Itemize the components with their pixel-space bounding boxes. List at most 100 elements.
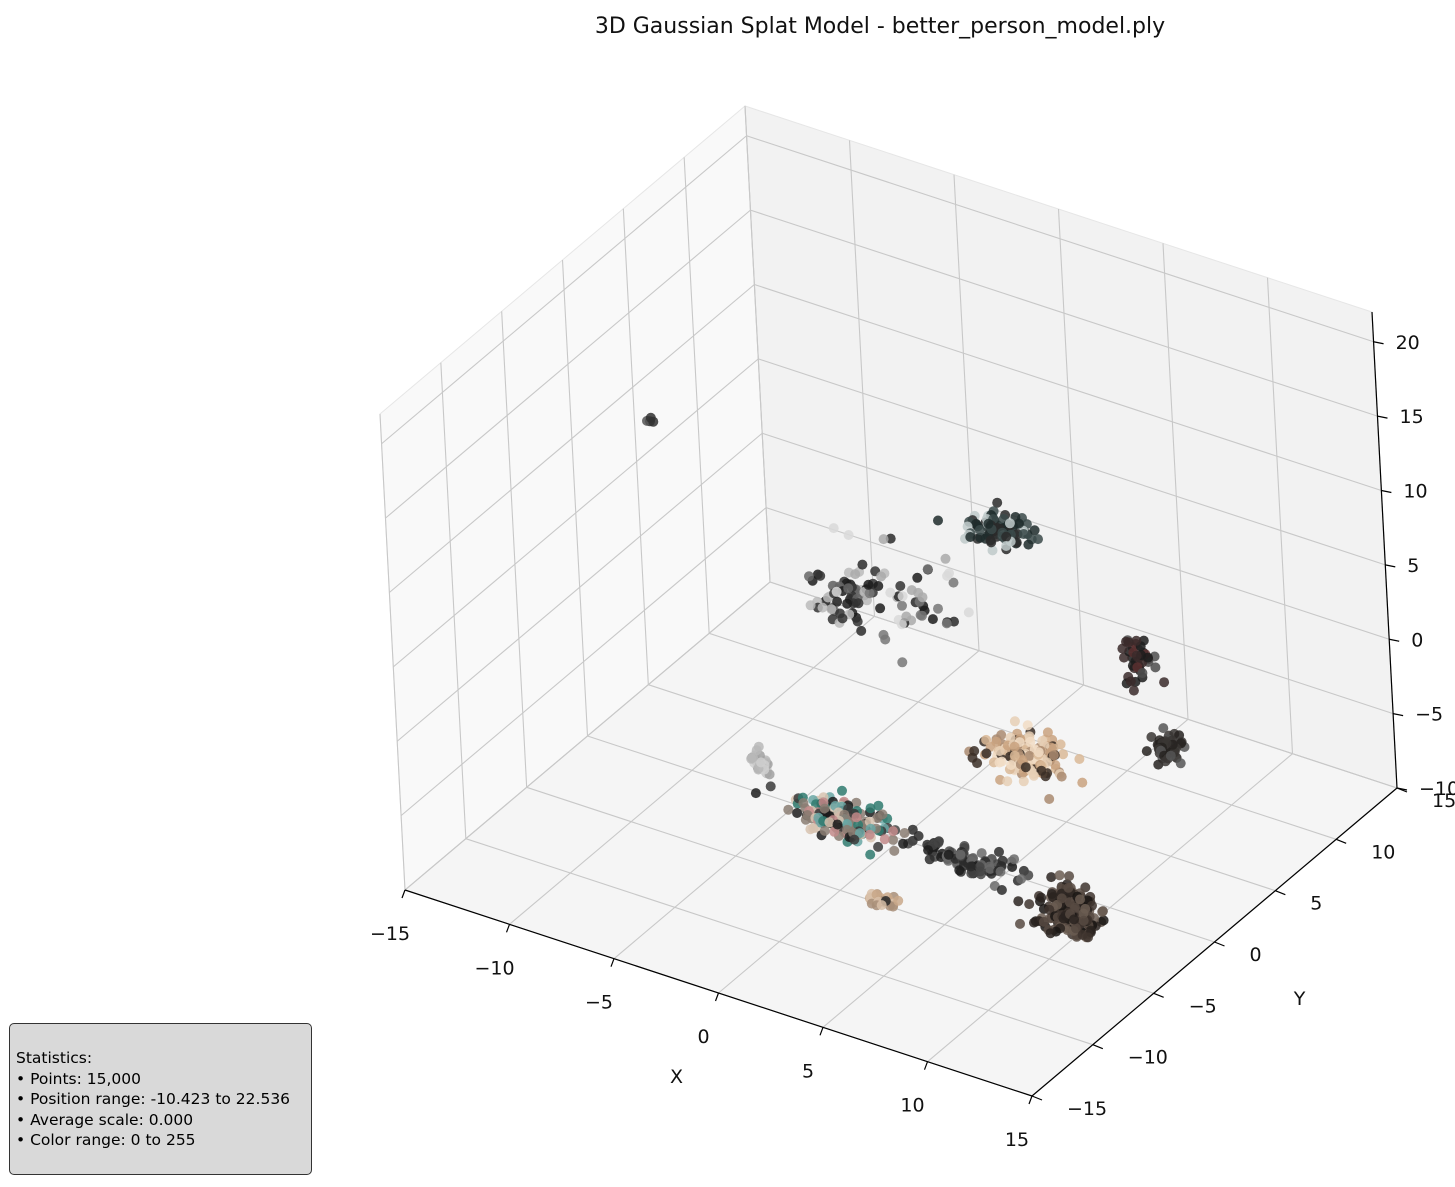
data-point [1158, 723, 1169, 734]
grid-line-x-back [953, 174, 980, 651]
data-point [943, 849, 954, 860]
data-point [1078, 915, 1089, 926]
grid-line-z-left [400, 507, 767, 817]
data-point [981, 748, 992, 759]
grid-line-z-left [404, 581, 771, 891]
data-point [849, 834, 860, 845]
data-point [895, 581, 906, 591]
data-point [897, 600, 907, 611]
data-point [783, 804, 794, 815]
data-point [983, 518, 994, 529]
grid-line-y-left [561, 259, 589, 737]
data-point [852, 616, 863, 627]
data-point [873, 800, 884, 811]
data-point [995, 866, 1006, 877]
y-axis-label: Y [1293, 988, 1306, 1010]
grid-lines [379, 105, 1398, 1097]
grid-line-x-back [1266, 277, 1294, 754]
grid-line-z-back [758, 358, 1386, 566]
y-tick-mark [1031, 1095, 1043, 1101]
data-point [1028, 770, 1039, 781]
grid-line-z-back [762, 432, 1390, 640]
data-point [1001, 541, 1012, 551]
grid-line-z-left [392, 358, 759, 668]
data-point [991, 736, 1002, 747]
statistics-line-points: • Points: 15,000 [16, 1069, 142, 1088]
x-tick-label: 5 [802, 1060, 814, 1082]
data-point [1018, 529, 1029, 539]
data-point [1006, 760, 1017, 770]
data-point [1009, 741, 1020, 752]
data-point [1016, 874, 1027, 884]
grid-line-y-floor [526, 786, 1154, 994]
data-point [1058, 749, 1069, 760]
data-point [863, 579, 874, 590]
data-point [955, 849, 966, 860]
z-tick-label: 10 [1403, 481, 1427, 503]
data-point [1069, 914, 1079, 925]
data-point [893, 895, 904, 906]
data-point [1022, 720, 1033, 731]
data-point [1045, 928, 1056, 939]
statistics-heading: Statistics: [16, 1049, 93, 1067]
data-point [1055, 739, 1066, 750]
data-point [1013, 896, 1024, 907]
data-point [853, 598, 864, 609]
statistics-line-color-range: • Color range: 0 to 255 [16, 1131, 196, 1149]
data-point [819, 825, 830, 836]
x-tick-mark [505, 924, 511, 933]
x-tick-mark [401, 889, 406, 899]
data-point [897, 657, 908, 668]
data-point [974, 525, 985, 535]
data-point [878, 629, 889, 640]
data-point [922, 564, 933, 575]
y-tick-label: −15 [1067, 1098, 1107, 1120]
z-tick-label: 0 [1411, 629, 1423, 651]
data-point [824, 817, 835, 828]
data-point [1165, 750, 1176, 761]
data-point [941, 618, 952, 629]
z-tick-mark [1373, 341, 1384, 345]
grid-line-y-left [744, 105, 771, 583]
x-axis-label: X [670, 1066, 683, 1088]
data-point [826, 604, 837, 615]
data-point [842, 598, 853, 609]
data-point [1117, 643, 1128, 654]
data-point [923, 845, 934, 856]
data-point [843, 530, 854, 540]
y-tick-label: 15 [1432, 790, 1455, 812]
data-point [994, 746, 1005, 756]
data-point [805, 600, 816, 611]
data-point [1044, 794, 1055, 804]
data-point [1048, 892, 1059, 903]
data-point [940, 553, 951, 564]
grid-line-y-left [379, 413, 406, 891]
data-point [843, 583, 854, 594]
data-point [1128, 685, 1139, 696]
data-point [837, 613, 848, 624]
data-point [885, 533, 896, 544]
grid-line-z-back [754, 283, 1382, 492]
data-point [1002, 776, 1013, 787]
data-point [792, 808, 803, 818]
data-point [1033, 534, 1043, 545]
statistics-box: Statistics: • Points: 15,000 • Position … [9, 1023, 312, 1175]
x-tick-mark [923, 1061, 929, 1070]
grid-line-z-back [765, 507, 1394, 715]
data-point [876, 571, 887, 582]
data-point [1038, 916, 1049, 927]
data-point [756, 757, 766, 768]
data-point [1056, 893, 1067, 904]
data-point [986, 537, 997, 548]
data-point [875, 603, 886, 614]
data-point [865, 803, 876, 814]
data-point [917, 610, 927, 621]
data-point [817, 602, 828, 613]
data-point [1137, 668, 1148, 678]
data-point [907, 824, 918, 835]
data-point [1080, 903, 1091, 914]
data-point [1075, 894, 1085, 905]
data-point [1024, 899, 1035, 910]
data-point [1007, 862, 1018, 872]
